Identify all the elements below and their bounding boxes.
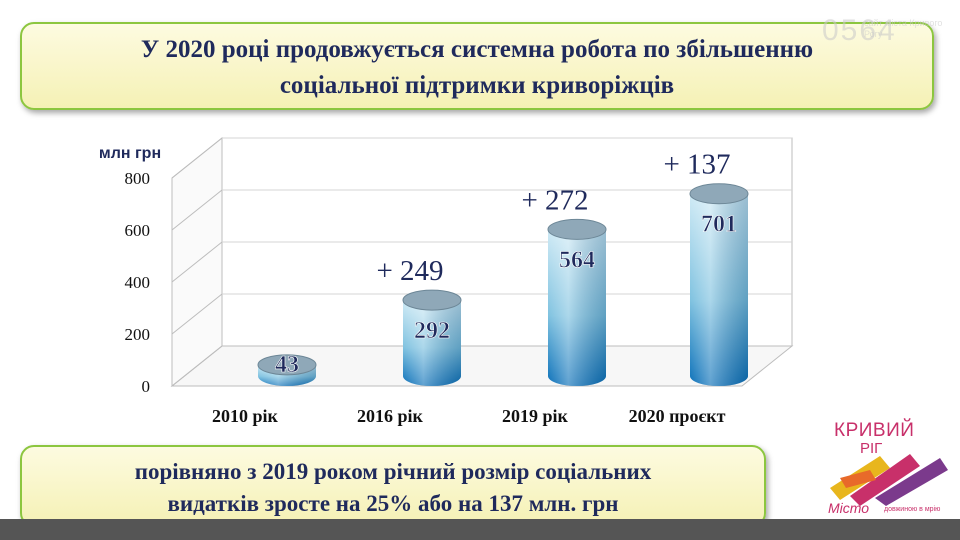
bar-value-label: 564 — [559, 247, 595, 273]
bar-2 — [547, 218, 607, 386]
logo-text-kryvyi: КРИВИЙ — [834, 420, 915, 441]
bar-top — [689, 183, 749, 205]
bar-value-label: 701 — [701, 212, 737, 238]
bar-shading — [690, 193, 748, 386]
logo-text-slogan: довжиною в мрію — [884, 506, 941, 513]
watermark-caption: сайт міста Кривого Рогу — [864, 18, 943, 39]
bottom-bar — [0, 519, 960, 540]
x-tick-label: 2020 проєкт — [629, 406, 726, 426]
y-tick-line — [171, 241, 223, 283]
bar-value-label: 292 — [414, 318, 450, 344]
y-tick-label: 0 — [142, 377, 151, 396]
summary-line-2: видатків зросте на 25% або на 137 млн. г… — [167, 491, 619, 516]
watermark-text: 0564 — [822, 14, 897, 47]
bar-3 — [689, 183, 749, 386]
bar-value-label: 43 — [275, 352, 299, 378]
title-line-2: соціальної підтримки криворіжців — [279, 72, 675, 99]
increment-label: + 272 — [521, 184, 588, 216]
logo-text-rih: РІГ — [860, 440, 883, 457]
x-tick-label: 2019 рік — [502, 406, 569, 426]
bar-shading — [403, 300, 461, 386]
title-line-1: У 2020 році продовжується системна робот… — [140, 36, 814, 63]
y-tick-label: 600 — [125, 221, 151, 240]
watermark: 0564 сайт міста Кривого Рогу — [792, 12, 952, 82]
y-tick-label: 200 — [125, 325, 151, 344]
logo-ribbon-icon — [830, 454, 948, 506]
title-banner: У 2020 році продовжується системна робот… — [20, 22, 934, 110]
x-tick-label: 2010 рік — [212, 406, 279, 426]
bar-top — [402, 289, 462, 311]
bar-top — [257, 354, 317, 376]
bar-shading — [548, 229, 606, 386]
summary-banner: порівняно з 2019 роком річний розмір соц… — [20, 445, 766, 527]
y-tick-line — [171, 137, 223, 179]
x-tick-label: 2016 рік — [357, 406, 424, 426]
y-tick-label: 400 — [125, 273, 151, 292]
y-tick-line — [171, 189, 223, 231]
city-logo: КРИВИЙ РІГ Місто довжиною в мрію — [820, 418, 956, 536]
bar-top — [547, 218, 607, 240]
summary-line-1: порівняно з 2019 роком річний розмір соц… — [134, 459, 652, 484]
y-tick-line — [171, 293, 223, 335]
y-tick-label: 800 — [125, 169, 151, 188]
bar-0 — [257, 354, 317, 386]
increment-label: + 249 — [376, 255, 443, 287]
y-tick-line — [171, 345, 223, 387]
increment-label: + 137 — [663, 149, 730, 181]
logo-text-misto: Місто — [828, 500, 870, 516]
y-axis-label: млн грн — [99, 145, 161, 162]
bar-1 — [402, 289, 462, 386]
